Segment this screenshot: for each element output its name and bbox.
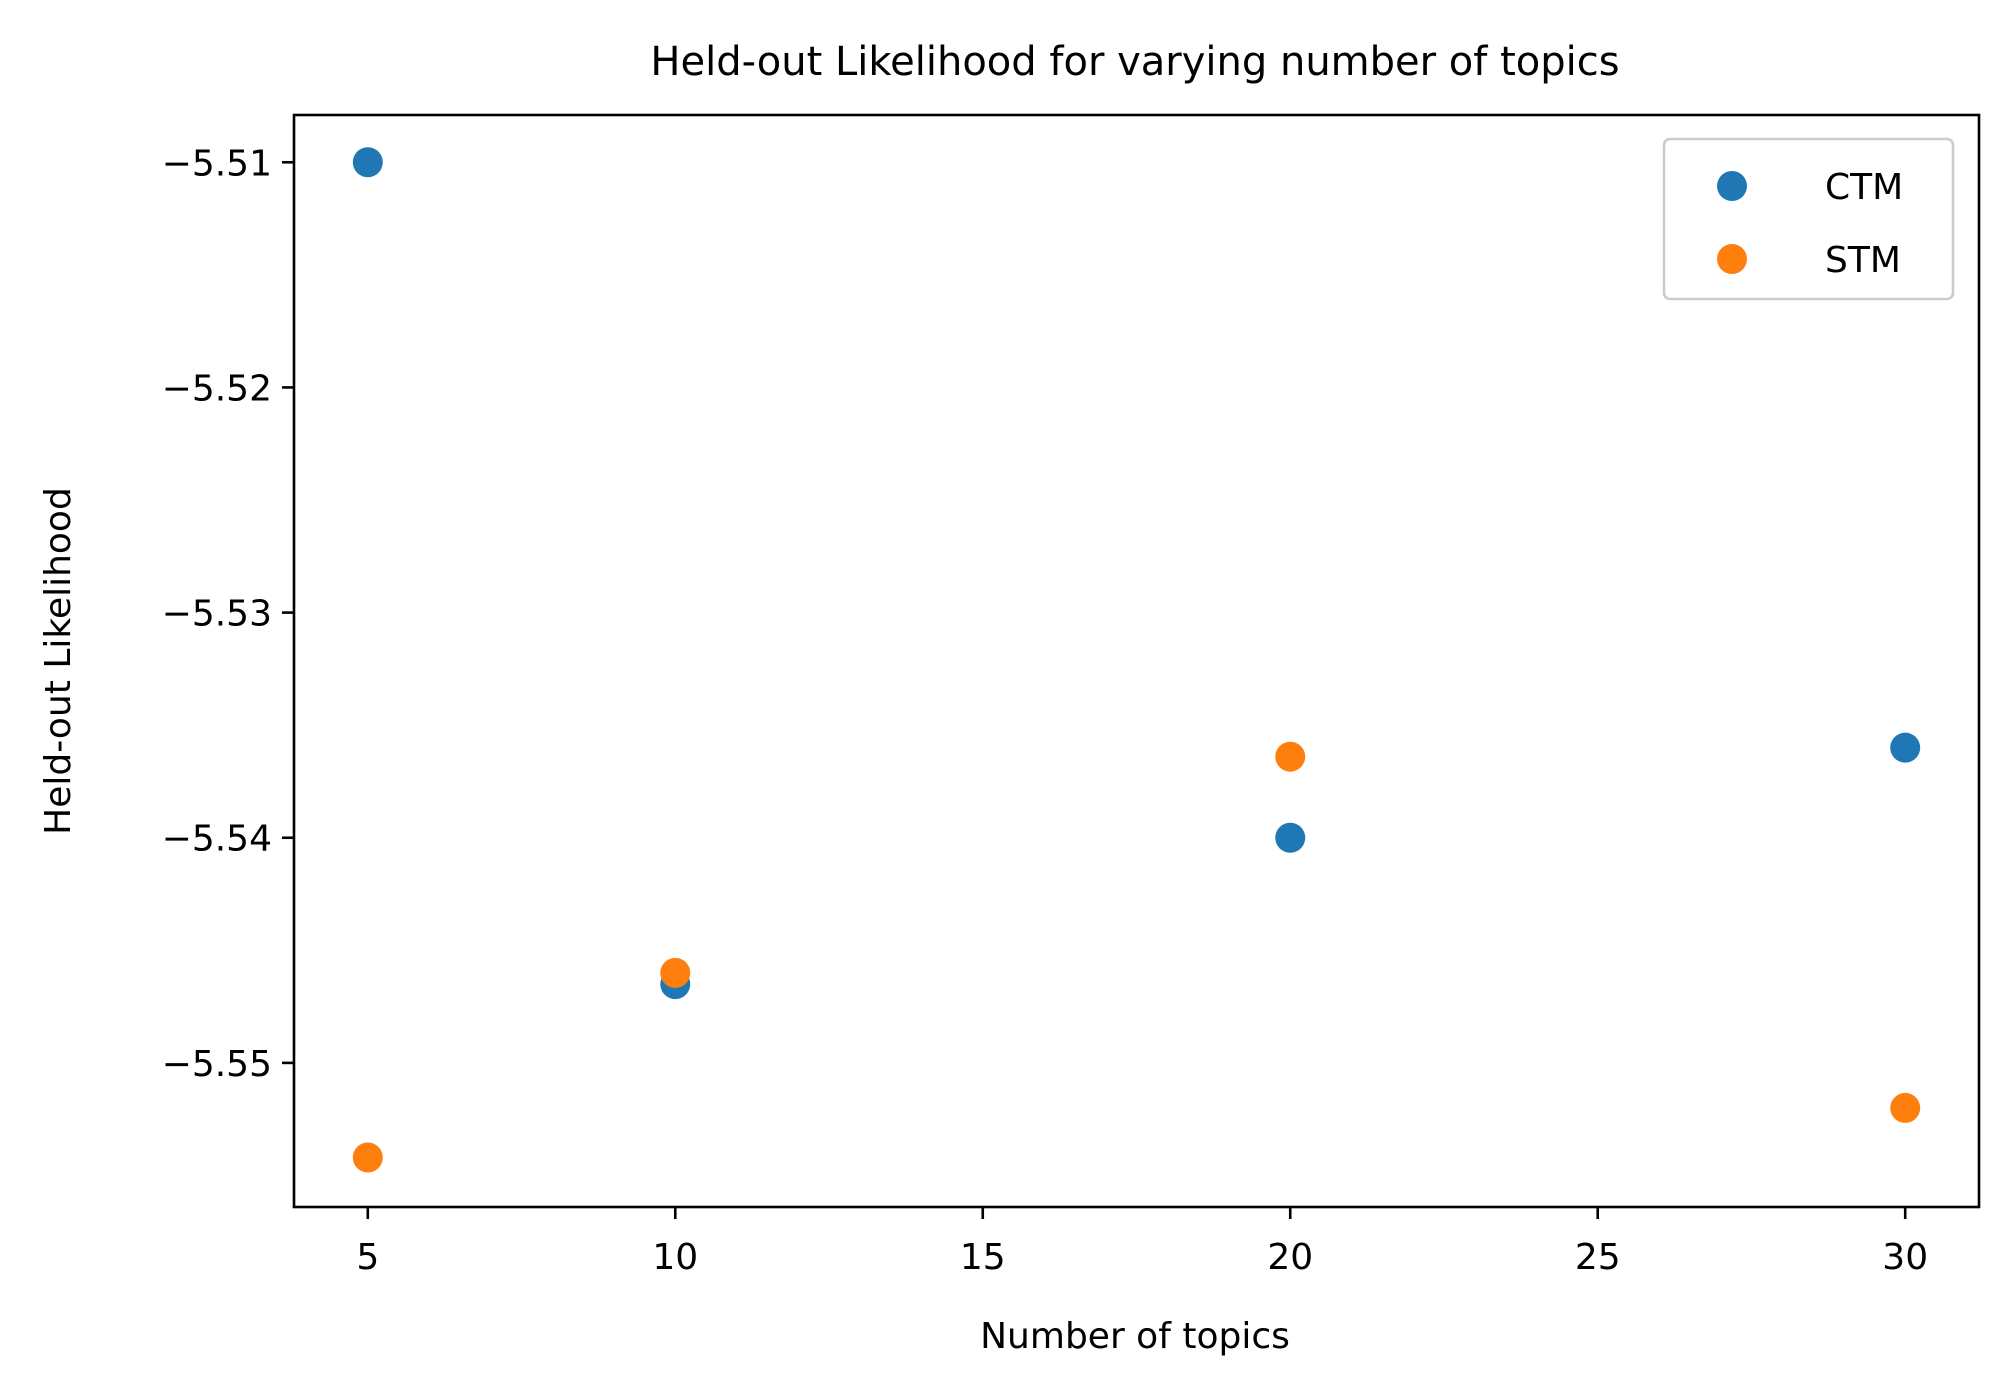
data-points [352,147,1921,1173]
x-tick-label: 20 [1267,1237,1313,1278]
x-tick-label: 30 [1882,1237,1928,1278]
x-tick-label: 5 [356,1237,379,1278]
ctm-point [1890,732,1921,763]
y-tick-label: −5.51 [162,143,272,184]
plot-area-frame [292,113,1981,1209]
y-axis-ticks: −5.51 −5.52 −5.53 −5.54 −5.55 [162,143,294,1085]
stm-point [1275,741,1306,772]
stm-point [352,1142,383,1173]
y-tick-label: −5.53 [162,594,272,635]
legend-box [1662,137,1955,301]
y-axis-label: Held-out Likelihood [38,487,79,835]
chart-title: Held-out Likelihood for varying number o… [650,39,1619,85]
x-axis-ticks: 5 10 15 20 25 30 [356,1207,1928,1278]
legend-label-stm: STM [1825,240,1901,281]
y-tick-label: −5.54 [162,819,272,860]
ctm-point [352,147,383,178]
legend-marker-stm [1717,244,1747,274]
x-axis-label: Number of topics [980,1316,1290,1357]
x-tick-label: 10 [652,1237,698,1278]
stm-point [660,957,691,988]
stm-point [1890,1092,1921,1123]
x-tick-label: 25 [1575,1237,1621,1278]
legend-label-ctm: CTM [1825,167,1903,208]
ctm-point [1275,822,1306,853]
legend: CTM STM [1662,137,1955,301]
y-tick-label: −5.55 [162,1044,272,1085]
legend-marker-ctm [1717,171,1747,201]
y-tick-label: −5.52 [162,368,272,409]
x-tick-label: 15 [960,1237,1006,1278]
